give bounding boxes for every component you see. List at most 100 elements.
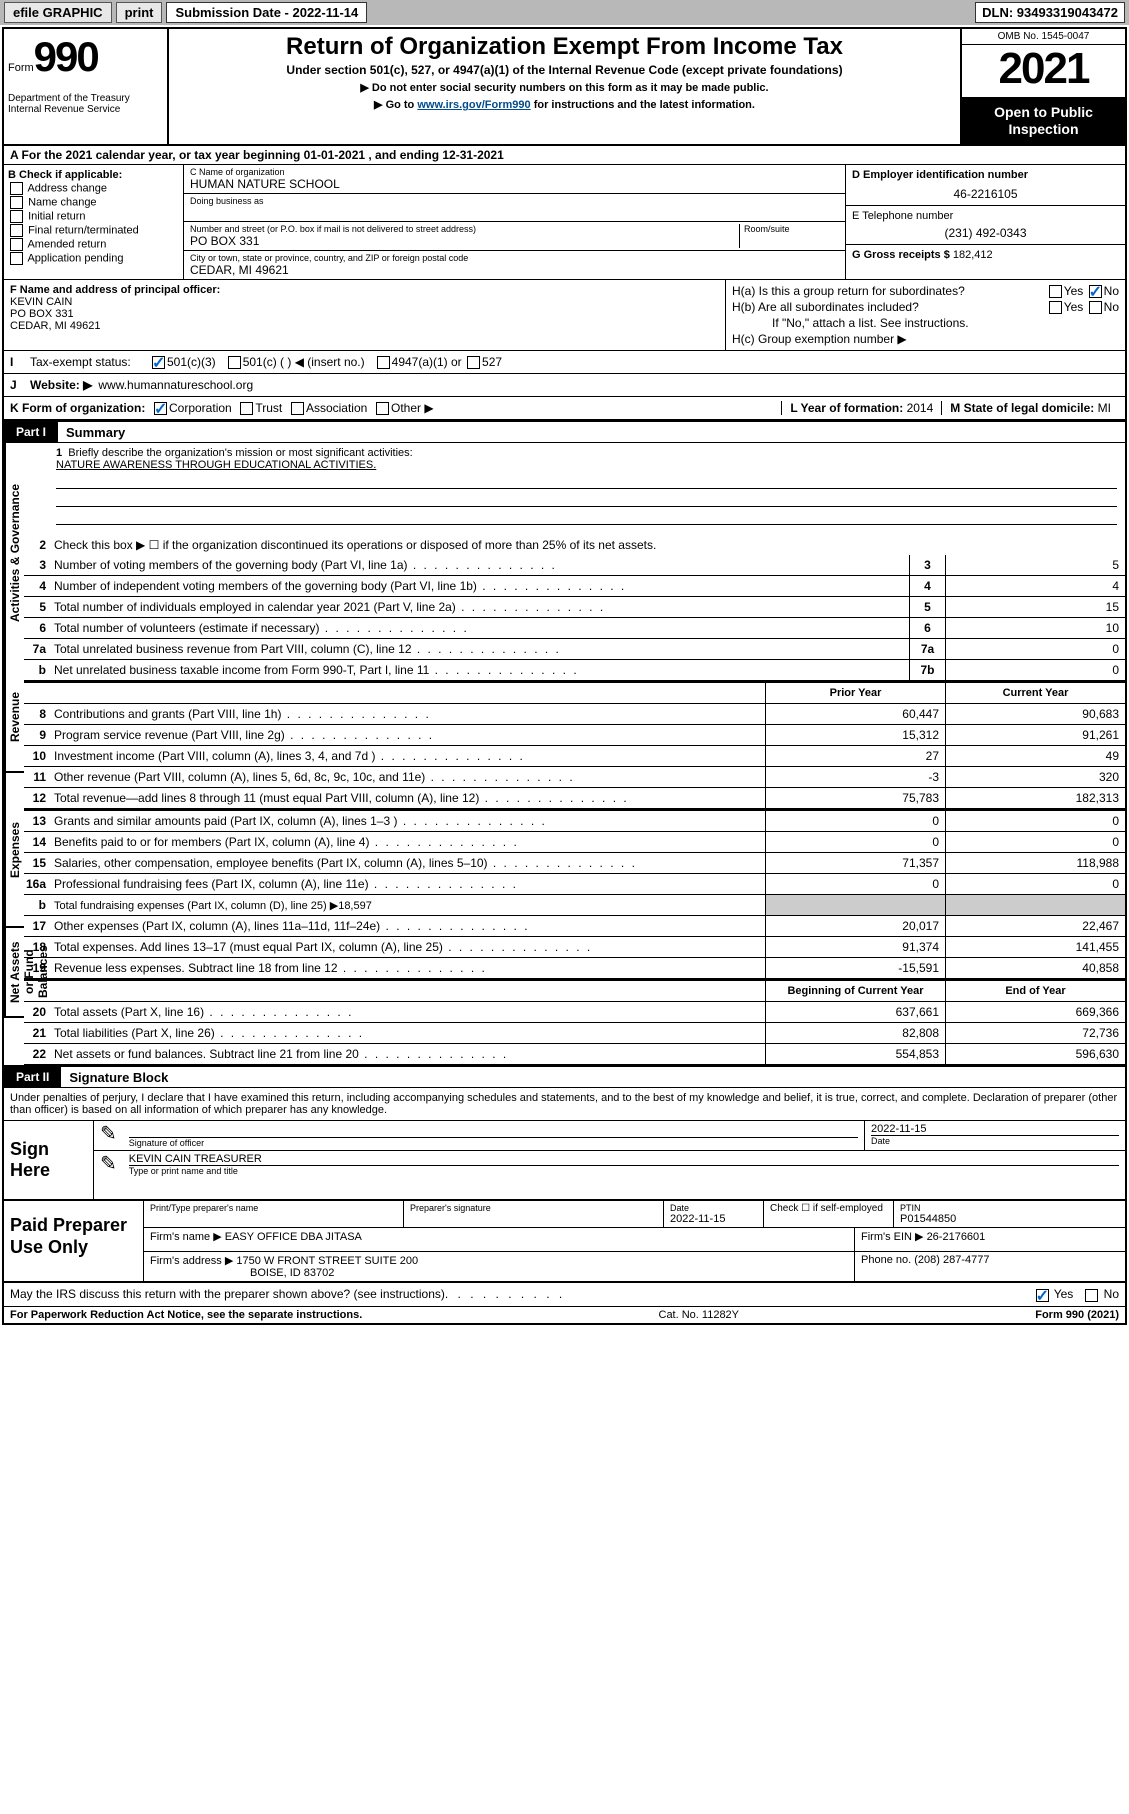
opt-trust: Trust (255, 401, 282, 415)
tab-revenue: Revenue (4, 663, 24, 773)
officer-name-title: KEVIN CAIN TREASURER (129, 1153, 1119, 1165)
mission-label: Briefly describe the organization's miss… (68, 447, 412, 459)
summary-line: 22Net assets or fund balances. Subtract … (24, 1044, 1125, 1065)
ha-yes[interactable] (1049, 285, 1062, 298)
check-amended[interactable]: Amended return (8, 238, 179, 251)
row-k: K Form of organization: Corporation Trus… (4, 397, 1125, 421)
check-app-pending[interactable]: Application pending (8, 252, 179, 265)
print-button[interactable]: print (116, 2, 163, 23)
summary-line: 3Number of voting members of the governi… (24, 555, 1125, 576)
corp-check[interactable] (154, 402, 167, 415)
section-f: F Name and address of principal officer:… (4, 280, 725, 351)
check-address-change[interactable]: Address change (8, 182, 179, 195)
row-i: I Tax-exempt status: 501(c)(3) 501(c) ( … (4, 351, 1125, 374)
form-word: Form (8, 62, 34, 74)
cat-no: Cat. No. 11282Y (659, 1309, 740, 1321)
room-label: Room/suite (744, 224, 839, 234)
501c-check[interactable] (228, 356, 241, 369)
officer-street: PO BOX 331 (10, 308, 719, 320)
ha-no[interactable] (1089, 285, 1102, 298)
4947-check[interactable] (377, 356, 390, 369)
sig-officer-label: Signature of officer (129, 1137, 858, 1148)
section-h: H(a) Is this a group return for subordin… (725, 280, 1125, 351)
501c3-check[interactable] (152, 356, 165, 369)
rev-header: Prior Year Current Year (24, 681, 1125, 704)
other-check[interactable] (376, 402, 389, 415)
summary-line: 19Revenue less expenses. Subtract line 1… (24, 958, 1125, 979)
opt-corp: Corporation (169, 401, 232, 415)
section-fh: F Name and address of principal officer:… (4, 280, 1125, 352)
ein-value: 46-2216105 (852, 187, 1119, 201)
submission-date: Submission Date - 2022-11-14 (166, 2, 367, 23)
discuss-yes[interactable] (1036, 1289, 1049, 1302)
check-name-change[interactable]: Name change (8, 196, 179, 209)
officer-city: CEDAR, MI 49621 (10, 320, 719, 332)
state-domicile-label: M State of legal domicile: (950, 401, 1094, 415)
summary-line: 17Other expenses (Part IX, column (A), l… (24, 916, 1125, 937)
header-title-block: Return of Organization Exempt From Incom… (169, 29, 960, 144)
firm-phone-label: Phone no. (861, 1254, 911, 1266)
section-b: B Check if applicable: Address change Na… (4, 165, 184, 279)
line2: Check this box ▶ ☐ if the organization d… (50, 536, 1125, 554)
sub3-pre: ▶ Go to (374, 99, 417, 111)
summary-line: 13Grants and similar amounts paid (Part … (24, 811, 1125, 832)
opt-assoc: Association (306, 401, 367, 415)
assoc-check[interactable] (291, 402, 304, 415)
tab-expenses: Expenses (4, 773, 24, 928)
sig-date-label: Date (871, 1135, 1119, 1146)
paperwork-notice: For Paperwork Reduction Act Notice, see … (10, 1309, 362, 1321)
part1-header-row: Part I Summary (4, 421, 1125, 443)
summary-line: 8Contributions and grants (Part VIII, li… (24, 704, 1125, 725)
trust-check[interactable] (240, 402, 253, 415)
hb-note: If "No," attach a list. See instructions… (732, 316, 1119, 330)
form-header: Form 990 Department of the Treasury Inte… (4, 29, 1125, 146)
firm-phone: (208) 287-4777 (914, 1254, 989, 1266)
col-end-year: End of Year (945, 981, 1125, 1001)
hb-no[interactable] (1089, 301, 1102, 314)
summary-line: 15Salaries, other compensation, employee… (24, 853, 1125, 874)
summary-lines: 1 Briefly describe the organization's mi… (24, 443, 1125, 1065)
hb-yes[interactable] (1049, 301, 1062, 314)
discuss-no[interactable] (1085, 1289, 1098, 1302)
street-label: Number and street (or P.O. box if mail i… (190, 224, 476, 234)
summary-line: 9Program service revenue (Part VIII, lin… (24, 725, 1125, 746)
summary-line: 18Total expenses. Add lines 13–17 (must … (24, 937, 1125, 958)
form-title: Return of Organization Exempt From Incom… (177, 33, 952, 61)
summary-line: 6Total number of volunteers (estimate if… (24, 618, 1125, 639)
mission-block: 1 Briefly describe the organization's mi… (24, 443, 1125, 535)
col-beg-year: Beginning of Current Year (765, 981, 945, 1001)
summary-line: 11Other revenue (Part VIII, column (A), … (24, 767, 1125, 788)
discuss-row: May the IRS discuss this return with the… (4, 1283, 1125, 1305)
section-bcd: B Check if applicable: Address change Na… (4, 165, 1125, 280)
prep-sig-label: Preparer's signature (410, 1203, 657, 1213)
subtitle-2: ▶ Do not enter social security numbers o… (177, 81, 952, 94)
efile-button[interactable]: efile GRAPHIC (4, 2, 112, 23)
dept-treasury: Department of the Treasury Internal Reve… (8, 93, 163, 115)
527-check[interactable] (467, 356, 480, 369)
check-final-return[interactable]: Final return/terminated (8, 224, 179, 237)
opt-other: Other ▶ (391, 401, 434, 415)
prep-date-label: Date (670, 1203, 757, 1213)
check-initial-return[interactable]: Initial return (8, 210, 179, 223)
irs-link[interactable]: www.irs.gov/Form990 (417, 99, 530, 111)
paid-preparer-label: Paid Preparer Use Only (4, 1201, 144, 1281)
self-employed-check[interactable]: Check ☐ if self-employed (764, 1201, 894, 1227)
mission-text: NATURE AWARENESS THROUGH EDUCATIONAL ACT… (56, 459, 1117, 471)
header-left: Form 990 Department of the Treasury Inte… (4, 29, 169, 144)
paid-preparer-block: Paid Preparer Use Only Print/Type prepar… (4, 1201, 1125, 1283)
sign-here-block: Sign Here ✎ Signature of officer 2022-11… (4, 1121, 1125, 1201)
subtitle-3: ▶ Go to www.irs.gov/Form990 for instruct… (177, 98, 952, 111)
part2-label: Part II (4, 1067, 61, 1087)
summary-line: 20Total assets (Part X, line 16)637,6616… (24, 1002, 1125, 1023)
form-page: Form 990 Department of the Treasury Inte… (2, 27, 1127, 1325)
website-label: Website: ▶ (30, 378, 92, 392)
perjury-statement: Under penalties of perjury, I declare th… (4, 1088, 1125, 1121)
pencil-icon: ✎ (94, 1121, 123, 1150)
form-ref: Form 990 (2021) (1035, 1309, 1119, 1321)
line-16b: b Total fundraising expenses (Part IX, c… (24, 895, 1125, 916)
tel-value: (231) 492-0343 (852, 226, 1119, 240)
part2-title: Signature Block (61, 1070, 168, 1085)
toolbar: efile GRAPHIC print Submission Date - 20… (0, 0, 1129, 25)
ptin-value: P01544850 (900, 1213, 1119, 1225)
firm-ein: 26-2176601 (927, 1231, 986, 1243)
